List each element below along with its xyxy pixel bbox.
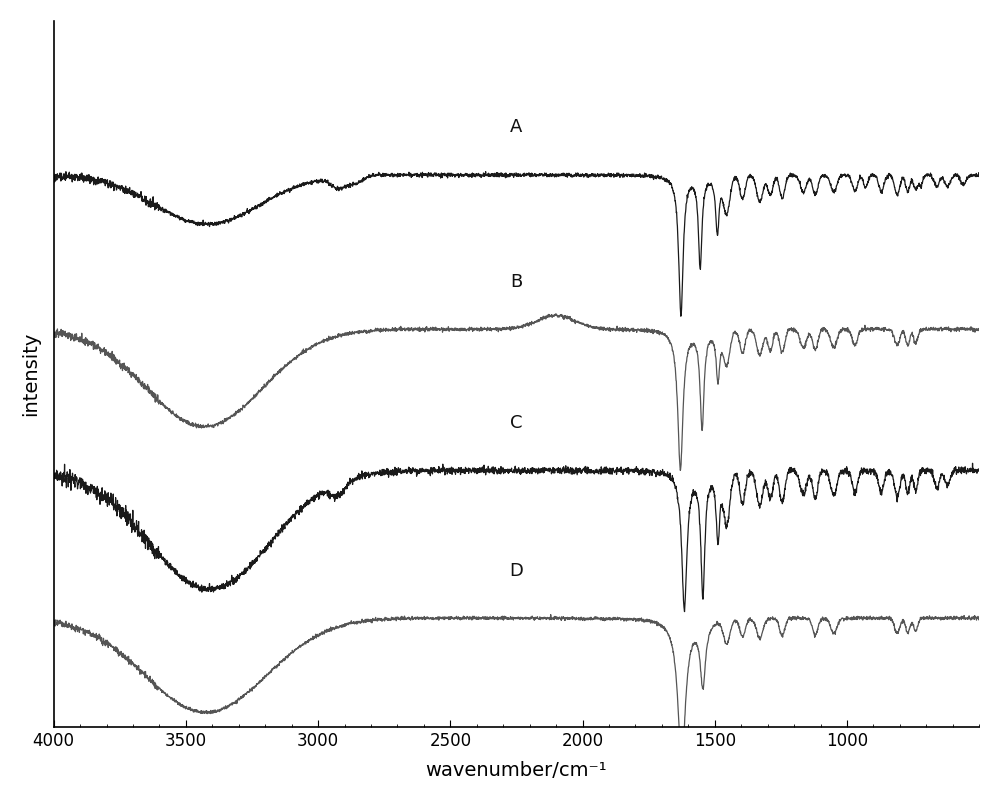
X-axis label: wavenumber/cm⁻¹: wavenumber/cm⁻¹ <box>426 761 607 780</box>
Y-axis label: intensity: intensity <box>21 332 40 417</box>
Text: C: C <box>510 414 523 432</box>
Text: B: B <box>510 272 523 291</box>
Text: A: A <box>510 119 523 136</box>
Text: D: D <box>510 562 523 579</box>
